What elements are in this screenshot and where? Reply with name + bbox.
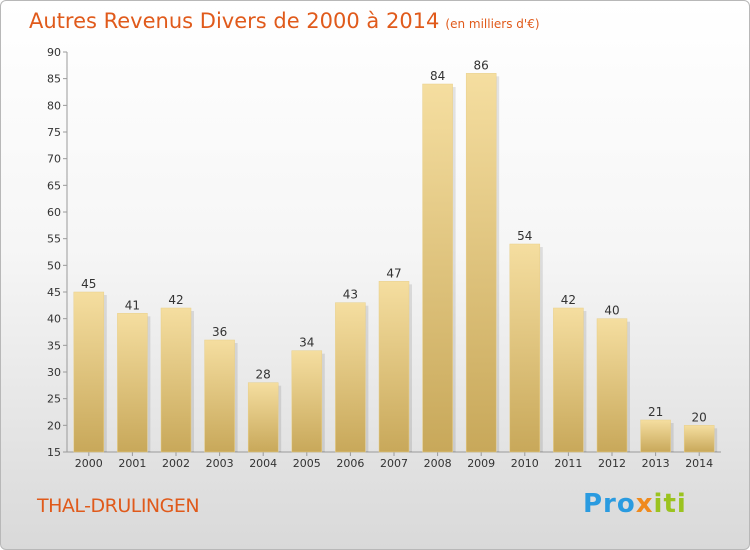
data-label: 43 (343, 288, 358, 302)
y-tick-label: 35 (47, 339, 61, 352)
x-tick-label: 2001 (118, 457, 146, 470)
y-tick-label: 30 (47, 366, 61, 379)
brand-logo: Proxiti (583, 489, 687, 519)
y-tick-label: 60 (47, 206, 61, 219)
data-label: 84 (430, 69, 445, 83)
brand-part-1: Pro (583, 489, 636, 519)
y-tick-label: 85 (47, 73, 61, 86)
x-tick-label: 2005 (293, 457, 321, 470)
data-label: 34 (299, 336, 314, 350)
y-tick-label: 75 (47, 126, 61, 139)
y-tick-label: 55 (47, 233, 61, 246)
chart-title: Autres Revenus Divers de 2000 à 2014 (en … (29, 9, 540, 33)
x-tick-label: 2004 (249, 457, 277, 470)
data-label: 21 (648, 405, 663, 419)
data-label: 86 (474, 58, 489, 72)
bar (640, 419, 671, 453)
data-label: 47 (386, 266, 401, 280)
bars (73, 73, 718, 453)
bar (596, 318, 628, 453)
data-label: 45 (81, 277, 96, 291)
x-tick-label: 2008 (424, 457, 452, 470)
data-label: 28 (256, 368, 271, 382)
x-tick-label: 2003 (206, 457, 234, 470)
y-tick-label: 15 (47, 446, 61, 459)
x-tick-label: 2009 (467, 457, 495, 470)
y-tick-label: 50 (47, 259, 61, 272)
bar (553, 307, 584, 453)
y-tick-label: 40 (47, 313, 61, 326)
x-tick-label: 2014 (685, 457, 713, 470)
bar (291, 350, 323, 453)
bar (378, 281, 410, 453)
data-label: 42 (561, 293, 576, 307)
y-tick-label: 25 (47, 393, 61, 406)
data-label: 41 (125, 298, 140, 312)
data-labels: 45 41 42 36 28 34 43 47 84 86 54 42 40 21 20 (81, 58, 707, 424)
axes: 15 20 25 30 35 40 45 50 55 60 65 70 75 80 85 90 2000 2001… (47, 46, 721, 470)
brand-part-3: iti (653, 489, 687, 519)
x-tick-label: 2010 (511, 457, 539, 470)
data-label: 54 (517, 229, 532, 243)
y-tick-label: 20 (47, 419, 61, 432)
commune-name: THAL-DRULINGEN (37, 495, 200, 517)
bar (204, 339, 235, 453)
y-tick-label: 45 (47, 286, 61, 299)
data-label: 42 (168, 293, 183, 307)
bar (160, 307, 192, 453)
data-label: 36 (212, 325, 227, 339)
bar (117, 313, 148, 453)
x-tick-label: 2011 (554, 457, 582, 470)
bar (335, 302, 366, 453)
y-tick-label: 65 (47, 179, 61, 192)
chart-title-text: Autres Revenus Divers de 2000 à 2014 (29, 9, 440, 33)
y-tick-label: 70 (47, 153, 61, 166)
bar (73, 291, 105, 453)
x-tick-label: 2000 (75, 457, 103, 470)
chart-subtitle: (en milliers d'€) (445, 17, 540, 31)
x-tick-label: 2012 (598, 457, 626, 470)
bar (422, 83, 453, 453)
x-tick-label: 2013 (642, 457, 670, 470)
data-label: 20 (692, 410, 707, 424)
y-tick-label: 90 (47, 46, 61, 59)
bar (509, 243, 541, 453)
brand-part-2: x (635, 489, 654, 519)
x-tick-label: 2006 (336, 457, 364, 470)
bar (247, 382, 279, 453)
x-tick-label: 2007 (380, 457, 408, 470)
bar (683, 425, 715, 453)
data-label: 40 (604, 304, 619, 318)
bar (465, 73, 497, 453)
x-tick-label: 2002 (162, 457, 190, 470)
y-tick-label: 80 (47, 99, 61, 112)
